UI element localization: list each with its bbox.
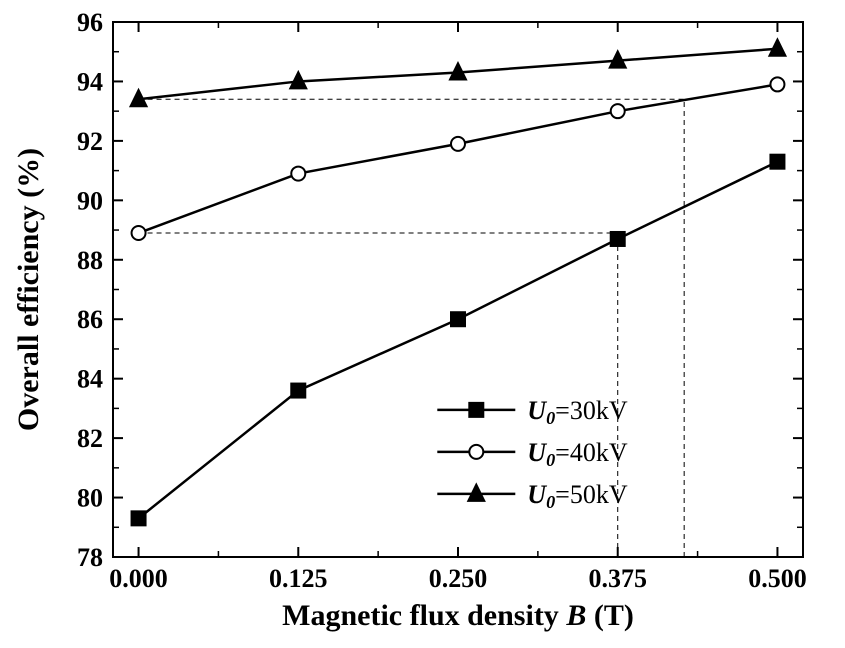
marker-circle-icon bbox=[291, 167, 305, 181]
legend-label: U0=30kV bbox=[527, 396, 628, 428]
x-tick-label: 0.375 bbox=[588, 564, 647, 593]
marker-circle-icon bbox=[770, 77, 784, 91]
y-tick-label: 96 bbox=[77, 8, 103, 37]
y-tick-label: 90 bbox=[77, 186, 103, 215]
marker-circle-icon bbox=[132, 226, 146, 240]
marker-circle-icon bbox=[451, 137, 465, 151]
y-tick-label: 92 bbox=[77, 127, 103, 156]
marker-square-icon bbox=[770, 155, 784, 169]
y-tick-label: 84 bbox=[77, 365, 103, 394]
series-u0_50 bbox=[131, 39, 786, 106]
series-line bbox=[139, 162, 778, 519]
marker-triangle-icon bbox=[769, 39, 785, 55]
marker-square-icon bbox=[291, 384, 305, 398]
legend-row: U0=40kV bbox=[437, 438, 628, 470]
marker-circle-icon bbox=[469, 445, 483, 459]
marker-circle-icon bbox=[611, 104, 625, 118]
x-axis-label: Magnetic flux density B (T) bbox=[282, 599, 634, 632]
y-tick-label: 86 bbox=[77, 305, 103, 334]
line-chart: 0.000 0.125 0.250 0.375 0.500 78 80 82 84 86 88 90 9… bbox=[0, 0, 845, 648]
legend-row: U0=30kV bbox=[437, 396, 628, 428]
y-tick-label: 88 bbox=[77, 246, 103, 275]
y-tick-label: 94 bbox=[77, 67, 103, 96]
plot-frame bbox=[113, 22, 803, 557]
marker-square-icon bbox=[451, 312, 465, 326]
marker-square-icon bbox=[469, 403, 483, 417]
x-tick-label: 0.000 bbox=[109, 564, 168, 593]
legend-label: U0=40kV bbox=[527, 438, 628, 470]
y-axis-label: Overall efficiency (%) bbox=[12, 148, 45, 431]
y-tick-label: 80 bbox=[77, 484, 103, 513]
series-line bbox=[139, 84, 778, 233]
x-tick-label: 0.125 bbox=[269, 564, 328, 593]
marker-square-icon bbox=[132, 511, 146, 525]
y-tick-label: 82 bbox=[77, 424, 103, 453]
marker-square-icon bbox=[611, 232, 625, 246]
x-tick-label: 0.250 bbox=[429, 564, 488, 593]
legend-row: U0=50kV bbox=[437, 480, 628, 512]
x-tick-label: 0.500 bbox=[748, 564, 807, 593]
series-u0_30 bbox=[132, 155, 785, 526]
y-tick-label: 78 bbox=[77, 543, 103, 572]
series-u0_40 bbox=[132, 77, 785, 240]
legend-label: U0=50kV bbox=[527, 480, 628, 512]
